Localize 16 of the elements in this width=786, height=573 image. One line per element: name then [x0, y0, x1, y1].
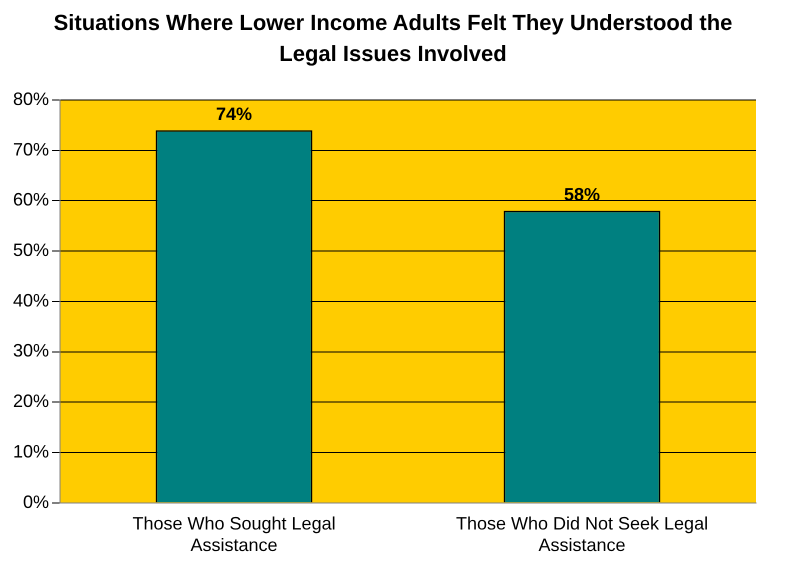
- category-label: Assistance: [538, 534, 626, 555]
- y-tick-label: 60%: [12, 189, 50, 210]
- y-tick-label: 10%: [12, 441, 50, 462]
- y-tick-label: 40%: [12, 290, 50, 310]
- y-tick-label: 70%: [12, 138, 50, 159]
- data-label: 58%: [564, 184, 600, 204]
- y-tick-label: 20%: [12, 390, 50, 411]
- y-tick-label: 80%: [12, 88, 50, 109]
- category-label: Those Who Sought Legal: [132, 513, 336, 534]
- y-tick-label: 50%: [12, 240, 50, 260]
- category-label: Those Who Did Not Seek Legal: [456, 513, 708, 534]
- y-tick-label: 30%: [12, 340, 50, 360]
- data-label: 74%: [216, 104, 252, 124]
- y-tick-label: 0%: [23, 491, 50, 512]
- category-label: Assistance: [190, 534, 278, 555]
- chart-title: Situations Where Lower Income Adults Felt They Understood the Legal Issues Involved: [52, 9, 734, 68]
